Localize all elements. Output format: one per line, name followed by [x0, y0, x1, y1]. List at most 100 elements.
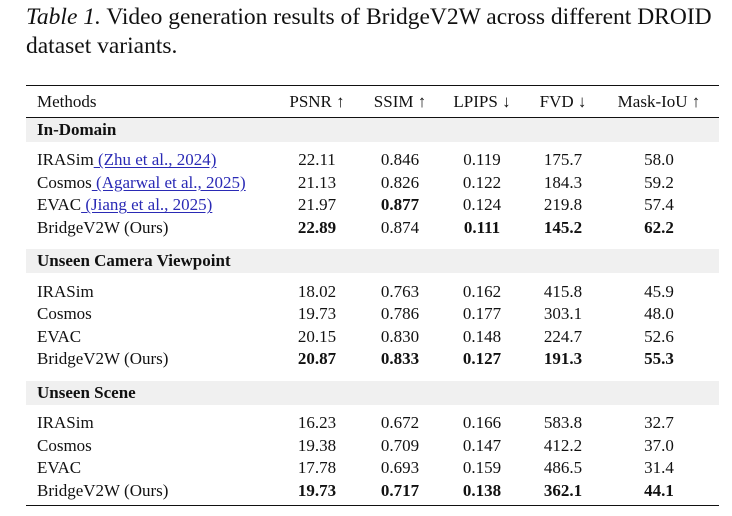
mask-iou-cell: 57.4 — [644, 195, 674, 215]
table-caption: Table 1. Video generation results of Bri… — [26, 3, 726, 61]
mask-iou-cell: 48.0 — [644, 304, 674, 324]
section-gap — [26, 273, 719, 280]
table-row: EVAC 20.15 0.830 0.148 224.7 52.6 — [26, 326, 719, 349]
method-cell: BridgeV2W (Ours) — [26, 218, 271, 238]
table-row: IRASim 18.02 0.763 0.162 415.8 45.9 — [26, 280, 719, 303]
fvd-cell: 415.8 — [543, 281, 583, 301]
fvd-cell: 219.8 — [543, 195, 583, 215]
lpips-cell: 0.159 — [462, 458, 502, 478]
lpips-cell: 0.119 — [463, 150, 501, 170]
mask-iou-cell: 55.3 — [644, 349, 674, 369]
method-name: Cosmos — [37, 435, 92, 455]
caption-label: Table 1. — [26, 4, 101, 30]
psnr-cell: 18.02 — [297, 281, 337, 301]
section-gap — [26, 374, 719, 381]
method-name: EVAC — [37, 195, 82, 215]
table-row: IRASim 16.23 0.672 0.166 583.8 32.7 — [26, 412, 719, 435]
method-name: IRASim — [37, 150, 94, 170]
method-name: IRASim — [37, 413, 94, 433]
method-cell: IRASim — [26, 413, 271, 433]
citation-link[interactable]: (Zhu et al., 2024) — [93, 150, 217, 170]
section-header: Unseen Scene — [26, 380, 719, 405]
mask-iou-cell: 62.2 — [644, 218, 674, 238]
section-gap — [26, 405, 719, 412]
method-cell: Cosmos (Agarwal et al., 2025) — [26, 173, 271, 193]
method-name: BridgeV2W (Ours) — [37, 218, 169, 238]
mask-iou-cell: 32.7 — [644, 413, 674, 433]
psnr-cell: 17.78 — [297, 458, 337, 478]
mask-iou-cell: 52.6 — [644, 326, 674, 346]
lpips-cell: 0.138 — [462, 480, 502, 500]
section-header: Unseen Camera Viewpoint — [26, 249, 719, 274]
fvd-cell: 362.1 — [543, 480, 583, 500]
method-cell: BridgeV2W (Ours) — [26, 349, 271, 369]
fvd-cell: 191.3 — [543, 349, 583, 369]
lpips-cell: 0.122 — [462, 172, 502, 192]
method-name: BridgeV2W (Ours) — [37, 480, 169, 500]
fvd-cell: 175.7 — [543, 150, 583, 170]
method-cell: IRASim (Zhu et al., 2024) — [26, 150, 271, 170]
table-body: In-Domain IRASim (Zhu et al., 2024) 22.11 0… — [26, 118, 719, 505]
mask-iou-cell: 44.1 — [644, 480, 674, 500]
psnr-cell: 22.11 — [298, 150, 336, 170]
psnr-cell: 21.97 — [297, 195, 337, 215]
lpips-cell: 0.111 — [463, 218, 501, 238]
table-row: Cosmos 19.73 0.786 0.177 303.1 48.0 — [26, 303, 719, 326]
method-cell: EVAC (Jiang et al., 2025) — [26, 195, 271, 215]
ssim-cell: 0.672 — [380, 413, 420, 433]
fvd-cell: 303.1 — [543, 304, 583, 324]
table-bottom-rule — [26, 505, 719, 507]
psnr-cell: 19.73 — [297, 480, 337, 500]
table-top-rule — [26, 85, 719, 86]
fvd-cell: 145.2 — [543, 218, 583, 238]
method-cell: EVAC — [26, 327, 271, 347]
mask-iou-cell: 45.9 — [644, 281, 674, 301]
lpips-cell: 0.162 — [462, 281, 502, 301]
psnr-cell: 19.38 — [297, 435, 337, 455]
table-row: Cosmos (Agarwal et al., 2025) 21.13 0.826 0… — [26, 172, 719, 195]
table-row: EVAC (Jiang et al., 2025) 21.97 0.877 0.124… — [26, 194, 719, 217]
table-row: Cosmos 19.38 0.709 0.147 412.2 37.0 — [26, 434, 719, 457]
fvd-cell: 486.5 — [543, 458, 583, 478]
ssim-cell: 0.877 — [380, 195, 420, 215]
method-name: EVAC — [37, 326, 82, 346]
lpips-cell: 0.177 — [462, 304, 502, 324]
header-lpips: LPIPS ↓ — [453, 91, 511, 111]
psnr-cell: 19.73 — [297, 304, 337, 324]
lpips-cell: 0.166 — [462, 413, 502, 433]
method-name: IRASim — [37, 281, 94, 301]
citation-link[interactable]: (Jiang et al., 2025) — [81, 195, 213, 215]
table-row: BridgeV2W (Ours) 19.73 0.717 0.138 362.1 44.1 — [26, 480, 719, 503]
ssim-cell: 0.846 — [380, 150, 420, 170]
header-fvd: FVD ↓ — [539, 91, 587, 111]
header-methods: Methods — [37, 91, 97, 111]
ssim-cell: 0.763 — [380, 281, 420, 301]
fvd-cell: 412.2 — [543, 435, 583, 455]
psnr-cell: 22.89 — [297, 218, 337, 238]
psnr-cell: 20.15 — [297, 326, 337, 346]
ssim-cell: 0.786 — [380, 304, 420, 324]
method-cell: IRASim — [26, 282, 271, 302]
method-cell: Cosmos — [26, 436, 271, 456]
mask-iou-cell: 37.0 — [644, 435, 674, 455]
method-name: BridgeV2W (Ours) — [37, 349, 169, 369]
header-psnr: PSNR ↑ — [289, 91, 345, 111]
method-cell: BridgeV2W (Ours) — [26, 481, 271, 501]
fvd-cell: 583.8 — [543, 413, 583, 433]
section-gap — [26, 142, 719, 149]
ssim-cell: 0.709 — [380, 435, 420, 455]
psnr-cell: 20.87 — [297, 349, 337, 369]
section-gap — [26, 242, 719, 249]
method-name: Cosmos — [37, 172, 92, 192]
method-cell: Cosmos — [26, 304, 271, 324]
section-header: In-Domain — [26, 118, 719, 142]
method-name: Cosmos — [37, 304, 92, 324]
mask-iou-cell: 31.4 — [644, 458, 674, 478]
table-header-row: Methods PSNR ↑ SSIM ↑ LPIPS ↓ FVD ↓ Mask… — [26, 86, 719, 117]
header-mask-iou: Mask-IoU ↑ — [617, 91, 701, 111]
fvd-cell: 184.3 — [543, 172, 583, 192]
ssim-cell: 0.826 — [380, 172, 420, 192]
citation-link[interactable]: (Agarwal et al., 2025) — [91, 172, 246, 192]
ssim-cell: 0.693 — [380, 458, 420, 478]
lpips-cell: 0.147 — [462, 435, 502, 455]
